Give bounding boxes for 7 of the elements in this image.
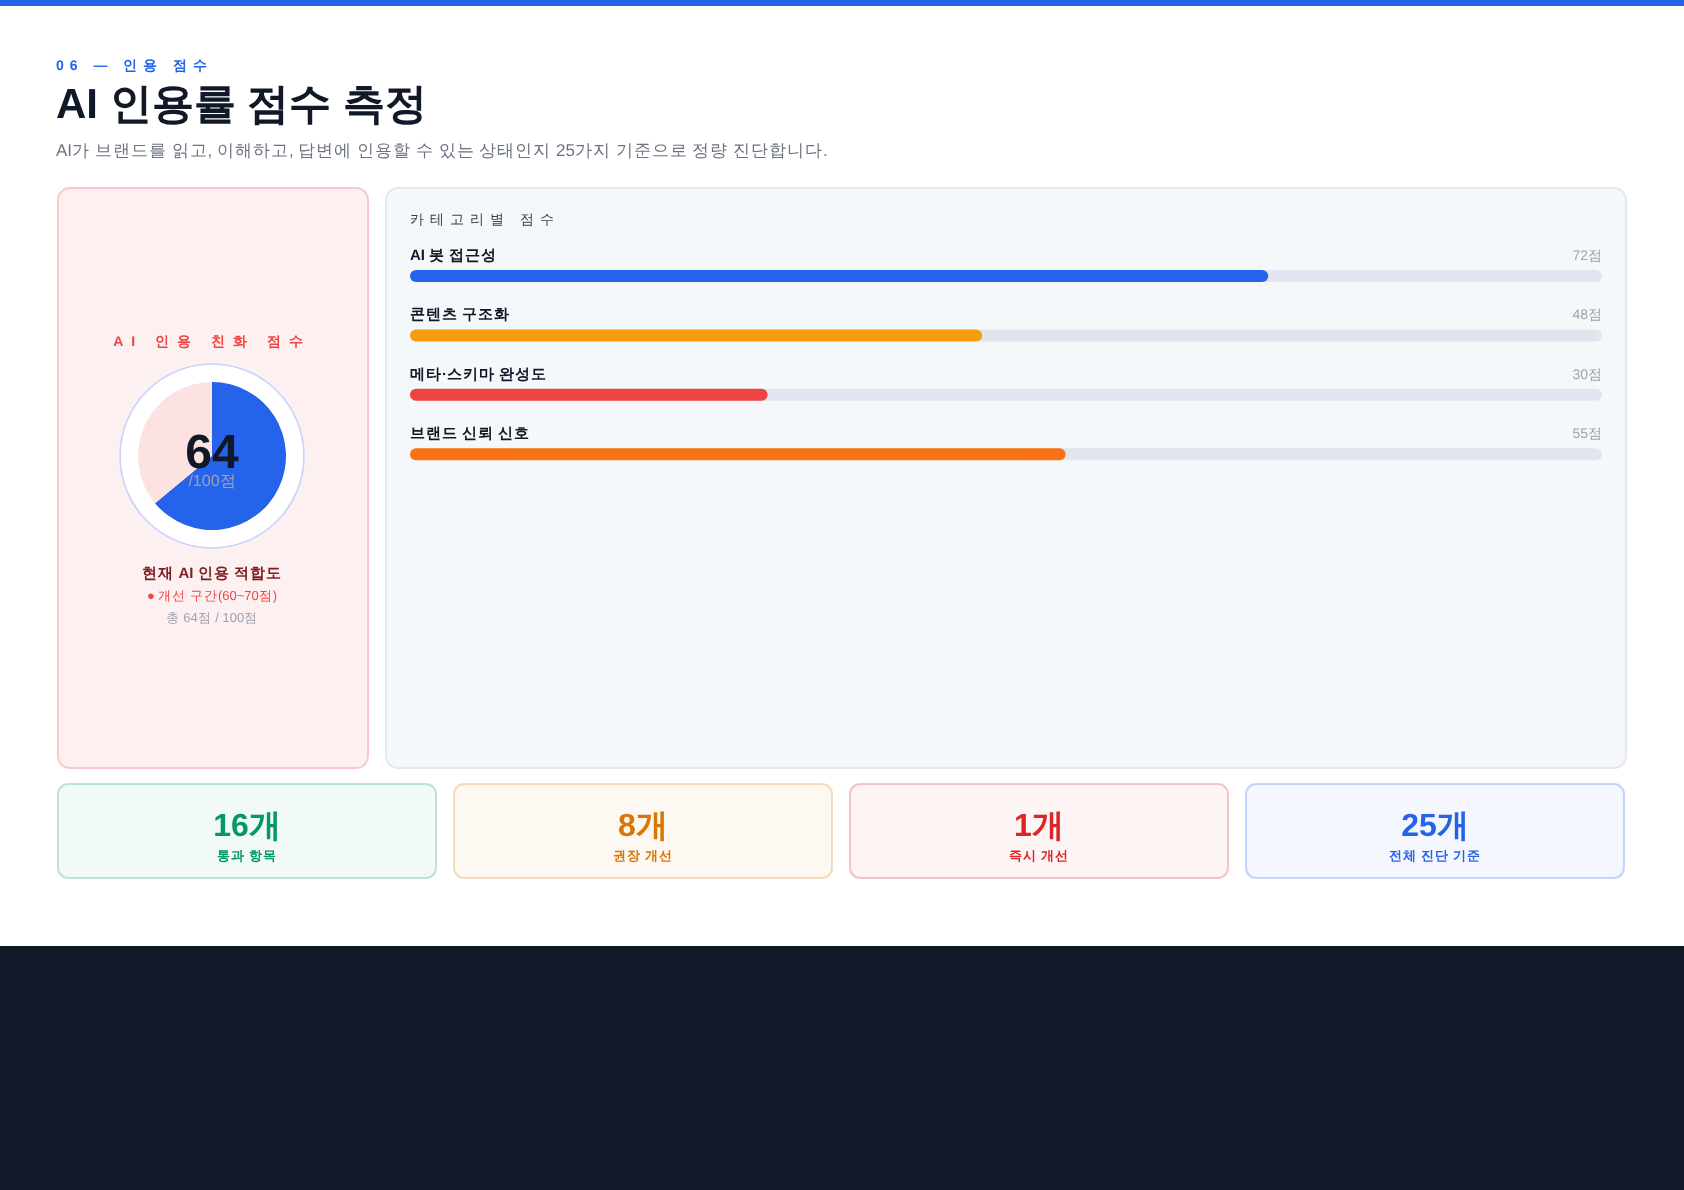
data-label: 8개 — [618, 810, 668, 844]
text: AI 인용률 점수 측정 — [56, 82, 428, 128]
data-label: 16개 — [213, 810, 281, 844]
data-label: 25개 — [1401, 810, 1469, 844]
data-label: 1개 — [1014, 810, 1064, 844]
pie-slice — [154, 382, 286, 530]
text: AI가 브랜드를 읽고, 이해하고, 답변에 인용할 수 있는 상태인지 25가지 기준으로 정량 진단합니다. — [56, 140, 828, 160]
